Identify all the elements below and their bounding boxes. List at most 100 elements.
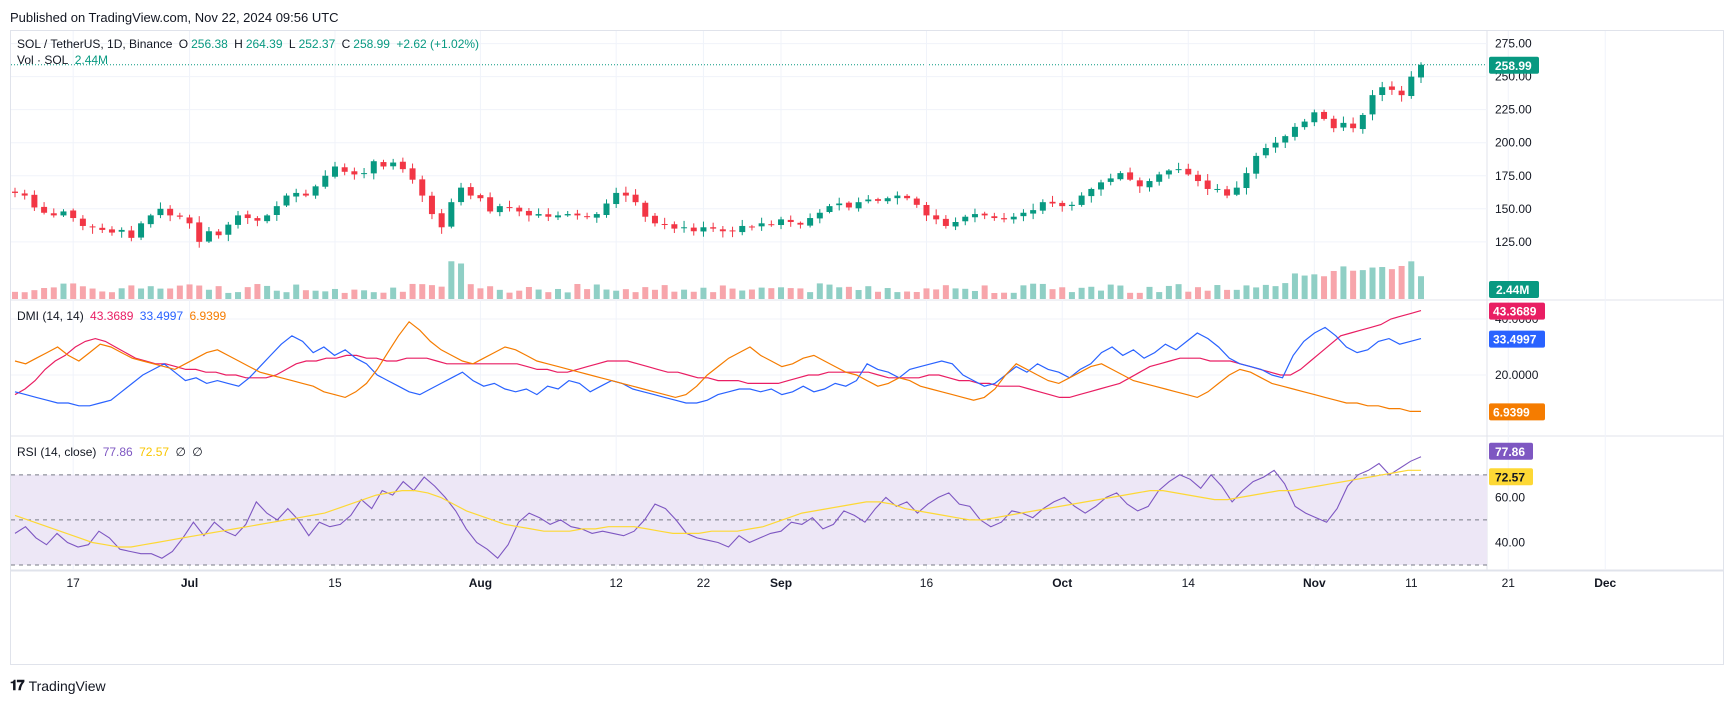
volume-bar [700,287,707,299]
volume-bar [826,284,833,299]
change-value: +2.62 (+1.02%) [396,37,480,51]
candle-body [622,192,629,196]
candle-body [487,197,494,212]
volume-bar [1253,287,1260,299]
rsi-legend[interactable]: RSI (14, close) 77.86 72.57 ∅ ∅ [17,445,206,459]
volume-bar [331,288,338,299]
close-value: 258.99 [353,37,390,51]
rsi-ma-line [14,469,1421,548]
volume-bar [167,288,174,299]
candle-body [1379,87,1386,95]
candle-body [845,202,852,208]
candle-body [1068,204,1075,206]
volume-bar [816,283,823,299]
volume-bar [235,292,242,299]
candle-body [1165,170,1172,175]
candle-body [1388,86,1395,90]
candle-body [322,175,329,187]
candle-body [312,186,319,196]
candle-body [205,231,212,242]
tradingview-footer[interactable]: 𝟏𝟕 TradingView [10,677,106,694]
candle-body [1311,112,1318,123]
volume-bar [99,291,106,299]
volume-bar [254,284,261,299]
open-value: 256.38 [191,37,228,51]
candle-body [923,204,930,216]
candle-body [99,227,106,230]
dmi-minus-value: 33.4997 [139,309,184,323]
candle-body [235,215,242,225]
candle-body [1224,189,1231,196]
candle-body [855,202,862,209]
candle-body [1185,168,1192,175]
volume-bar [380,292,387,299]
rsi-ma-line-badge [1489,468,1533,486]
price-tick-label: 225.00 [1495,103,1532,117]
candle-body [1350,123,1357,129]
candle-body [41,206,48,213]
axes: 125.00150.00175.00200.00225.00250.00275.… [66,37,1616,590]
time-tick-label: 14 [1182,576,1196,590]
volume-bar [516,290,523,299]
volume-bar [1262,284,1269,299]
candle-body [341,167,348,172]
candle-body [1010,216,1017,220]
volume-bar [855,290,862,299]
candle-body [758,223,765,227]
volume-bar [128,285,135,299]
chart-frame[interactable]: 125.00 150.00 175.00 200.00 225.00 250.00 275.… [10,30,1724,665]
volume-bar [1398,265,1405,299]
candle-body [1098,182,1105,190]
volume-bar [564,292,571,299]
volume-bar [1088,286,1095,299]
volume-bar [758,287,765,299]
volume-bar [1321,276,1328,299]
main-legend[interactable]: SOL / TetherUS, 1D, Binance O 256.38 H 264… [17,37,485,51]
volume-badge-label: 2.44M [1496,283,1529,297]
candle-body [31,194,38,208]
dmi-plus-line-badge-label: 43.3689 [1493,305,1537,319]
candle-body [991,216,998,219]
volume-bar [884,288,891,299]
volume-bar [807,292,814,299]
volume-bar [1194,287,1201,299]
volume-bar [1146,286,1153,299]
dmi-legend[interactable]: DMI (14, 14) 43.3689 33.4997 6.9399 [17,309,229,323]
volume-bar [942,285,949,299]
dmi-adx-line [14,320,1421,412]
volume-bar [1030,283,1037,299]
dmi-minus-line [14,326,1422,407]
candle-body [1049,201,1056,204]
candle-body [225,224,232,235]
candle-body [1059,202,1066,207]
volume-bar [836,287,843,299]
rsi-value: 77.86 [102,445,133,459]
candle-body [816,212,823,219]
candle-body [215,231,222,236]
volume-bar [1098,290,1105,299]
volume-bar [409,283,416,299]
candle-body [50,213,57,216]
candle-body [545,214,552,217]
volume-bar [70,283,77,299]
time-tick-label: Jul [181,576,198,590]
candle-body [167,208,174,216]
chart-canvas[interactable]: 125.00150.00175.00200.00225.00250.00275.… [11,31,1723,664]
candle-body [302,193,309,196]
tradingview-logo-icon: 𝟏𝟕 [10,677,25,693]
volume-legend[interactable]: Vol · SOL 2.44M [17,53,111,67]
volume-bar [622,289,629,299]
candle-body [904,195,911,199]
candle-body [380,162,387,167]
dmi-plus-value: 43.3689 [90,309,134,323]
volume-bar [1330,270,1337,299]
volume-bar [923,288,930,299]
volume-bar [506,292,513,299]
candle-body [1282,136,1289,143]
volume-bar [1127,292,1134,299]
volume-bar [710,292,717,299]
time-tick-label: 17 [66,576,80,590]
candle-body [1107,178,1114,182]
volume-bar [361,290,368,299]
volume-bar [138,288,145,299]
